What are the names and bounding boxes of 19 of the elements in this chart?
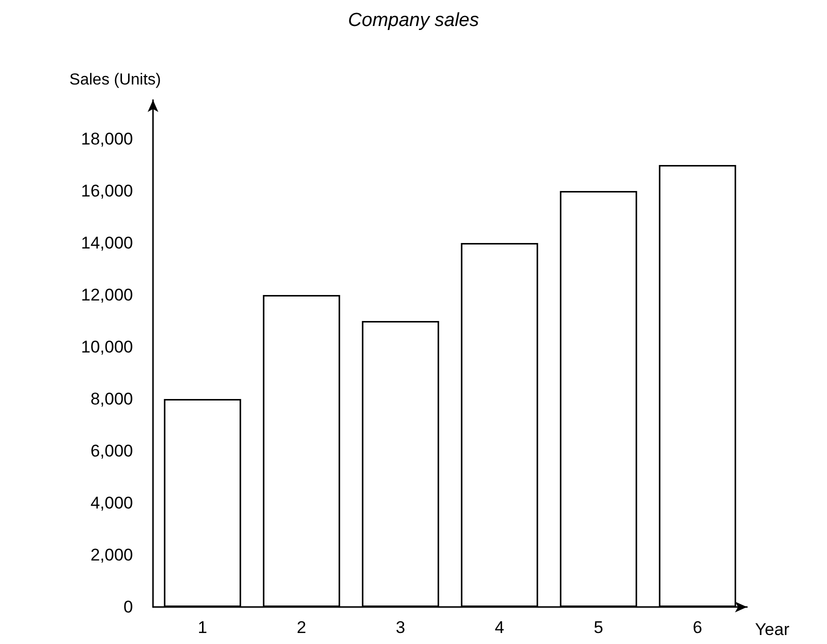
- y-tick-label: 10,000: [81, 338, 133, 356]
- x-tick-label: 5: [594, 618, 604, 637]
- x-tick-label: 2: [296, 618, 306, 637]
- y-tick-label: 2,000: [90, 546, 133, 564]
- y-tick-label: 8,000: [90, 390, 133, 408]
- y-tick-label: 6,000: [90, 442, 133, 460]
- y-tick-label: 18,000: [81, 130, 133, 148]
- y-tick-label: 4,000: [90, 494, 133, 512]
- x-tick-label: 4: [494, 618, 504, 637]
- y-tick-label: 12,000: [81, 286, 133, 304]
- y-tick-label: 0: [124, 598, 133, 616]
- x-tick-label: 1: [198, 618, 208, 637]
- y-tick-label: 16,000: [81, 182, 133, 200]
- chart-title: Company sales: [348, 10, 480, 31]
- x-axis-title: Year: [755, 620, 790, 639]
- y-tick-label: 14,000: [81, 234, 133, 252]
- y-axis-title: Sales (Units): [69, 72, 161, 88]
- x-tick-label: 6: [692, 618, 702, 637]
- x-tick-label: 3: [396, 618, 406, 637]
